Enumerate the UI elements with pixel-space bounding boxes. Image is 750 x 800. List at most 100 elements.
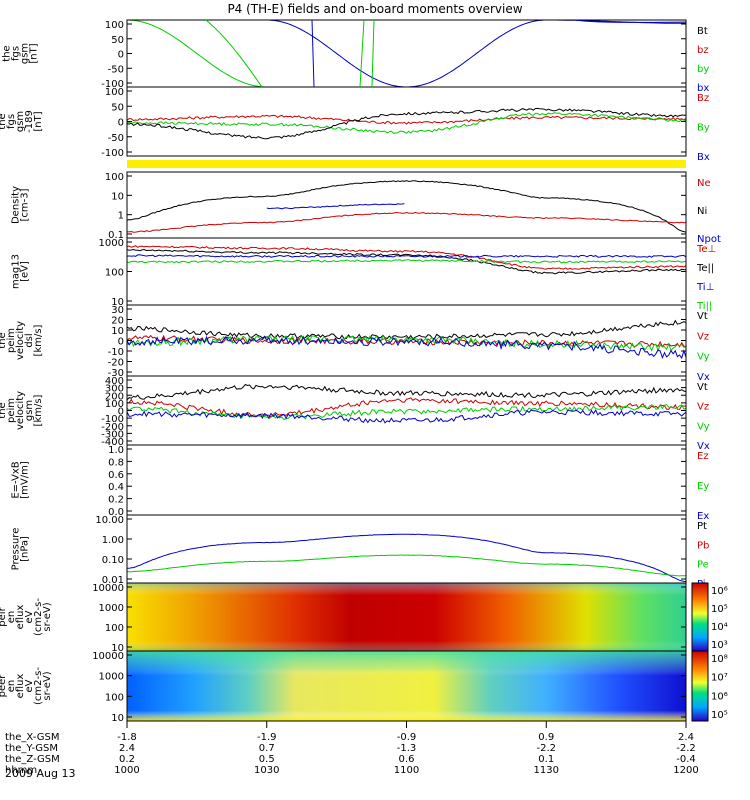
legend-Ez: Ez [697, 451, 709, 462]
y-tick-label: -20 [108, 358, 124, 369]
y-tick-label: 0 [118, 118, 124, 129]
series-line-Bt [126, 107, 687, 140]
y-label-line: gsm [20, 43, 31, 64]
y-tick-label: -100 [101, 79, 124, 90]
y-tick-label: 100 [105, 87, 124, 98]
y-tick-label: -30 [108, 368, 124, 379]
y-tick-label: 100 [105, 623, 124, 634]
chart-title: P4 (TH-E) fields and on-board moments ov… [227, 2, 522, 16]
y-tick-label: -300 [101, 429, 124, 440]
legend-Pe: Pe [697, 560, 709, 571]
legend-Ey: Ey [697, 481, 709, 492]
colorbar-label: 10⁸ [711, 654, 728, 665]
x-tick-value: 0.7 [259, 743, 275, 754]
y-tick-label: -400 [101, 437, 124, 448]
series-line-Vt [126, 383, 687, 401]
y-tick-label: 0.0 [108, 507, 124, 518]
y-tick-label: 50 [111, 102, 124, 113]
y-label-line: E=-VxB [11, 461, 22, 498]
series-line-Bz [126, 114, 687, 125]
y-label-line: mag13 [11, 254, 22, 289]
legend-Vy: Vy [697, 352, 710, 363]
legend-by: by [697, 64, 709, 75]
y-label-line: eflux [15, 605, 26, 630]
by-curve [205, 19, 263, 88]
y-label-line: eflux [15, 674, 26, 699]
series-line-Ni [126, 180, 687, 233]
colorbar-label: 10³ [711, 640, 728, 651]
y-tick-label: 10 [111, 297, 124, 308]
y-tick-label: 0.01 [102, 575, 124, 586]
y-tick-label: -50 [108, 64, 124, 75]
legend-Bz: Bz [697, 93, 709, 104]
y-tick-label: 0 [118, 407, 124, 418]
y-label-line: gsm [24, 400, 35, 421]
series-line-Vt [126, 319, 687, 340]
y-tick-label: 100 [105, 268, 124, 279]
series-line-Vx [126, 409, 687, 424]
y-label-line: [nPa] [20, 536, 31, 562]
colorbar-label: 10⁶ [711, 691, 728, 702]
by-spike [359, 19, 375, 88]
panels-group: 100500-50-100thefgsgsm[nT]Btbzbybx100500… [0, 19, 728, 724]
y-tick-label: 0 [118, 50, 124, 61]
series-line-Te|| [126, 248, 687, 275]
y-tick-label: 100 [105, 172, 124, 183]
y-label-line: the [0, 113, 8, 129]
y-tick-label: 300 [105, 384, 124, 395]
panel-frame-fgs-gsm [126, 19, 687, 88]
legend-Pt: Pt [697, 521, 707, 532]
series-line-Vy [126, 404, 687, 420]
y-label-line: the [2, 45, 13, 61]
colorbar-label: 10⁷ [711, 673, 728, 684]
peir-spectrogram-shading [127, 583, 686, 651]
x-tick-value: -0.9 [397, 732, 417, 743]
y-tick-label: 200 [105, 391, 124, 402]
y-label-line: [km/s] [33, 324, 44, 356]
legend-Bt: Bt [697, 26, 708, 37]
y-tick-label: 100 [105, 399, 124, 410]
x-tick-value: 1030 [254, 765, 279, 776]
colorbar-peer-spectrogram [691, 650, 709, 722]
x-tick-value: 0.9 [538, 732, 554, 743]
y-tick-label: -100 [101, 414, 124, 425]
legend-Ne: Ne [697, 178, 711, 189]
legend-Vy: Vy [697, 421, 710, 432]
y-label-line: sr-eV) [42, 602, 53, 631]
y-tick-label: 400 [105, 376, 124, 387]
y-tick-label: 50 [111, 35, 124, 46]
series-line-Vz [127, 397, 687, 418]
series-line-by [127, 19, 686, 88]
colorbar-label: 10⁴ [711, 622, 728, 633]
legend-Npot: Npot [697, 234, 721, 245]
date-label: 2009 Aug 13 [5, 767, 75, 780]
y-label-line: [nT] [29, 43, 40, 63]
peer-spectrogram-shading [127, 651, 686, 721]
y-label-line: the [0, 402, 8, 418]
series-line-Ti⊥ [126, 254, 687, 258]
legend-bx: bx [697, 83, 709, 94]
y-tick-label: 30 [111, 305, 124, 316]
y-axis-label-peer-spectrogram: thepeerenefluxeV(cm2-s-sr-eV) [0, 667, 53, 705]
y-tick-label: 10.00 [95, 515, 124, 526]
y-tick-label: 100 [105, 20, 124, 31]
series-line-Vy [126, 334, 687, 353]
y-tick-label: 1000 [99, 603, 124, 614]
series-line-Vx [126, 335, 687, 360]
colorbar-peir-spectrogram [691, 582, 709, 652]
x-tick-value: 0.6 [399, 754, 415, 765]
y-label-line: eV [24, 610, 35, 623]
y-tick-label: 0.2 [108, 495, 124, 506]
y-label-line: velocity [15, 321, 26, 360]
y-label-line: fgs [6, 114, 17, 129]
y-tick-label: 1000 [99, 672, 124, 683]
bx-return [574, 19, 687, 23]
legend-Ni: Ni [697, 206, 707, 217]
y-label-line: [mV/m] [20, 461, 31, 499]
y-tick-label: 0.6 [108, 470, 124, 481]
y-label-line: Density [11, 186, 22, 224]
legend-Vz: Vz [697, 402, 709, 413]
